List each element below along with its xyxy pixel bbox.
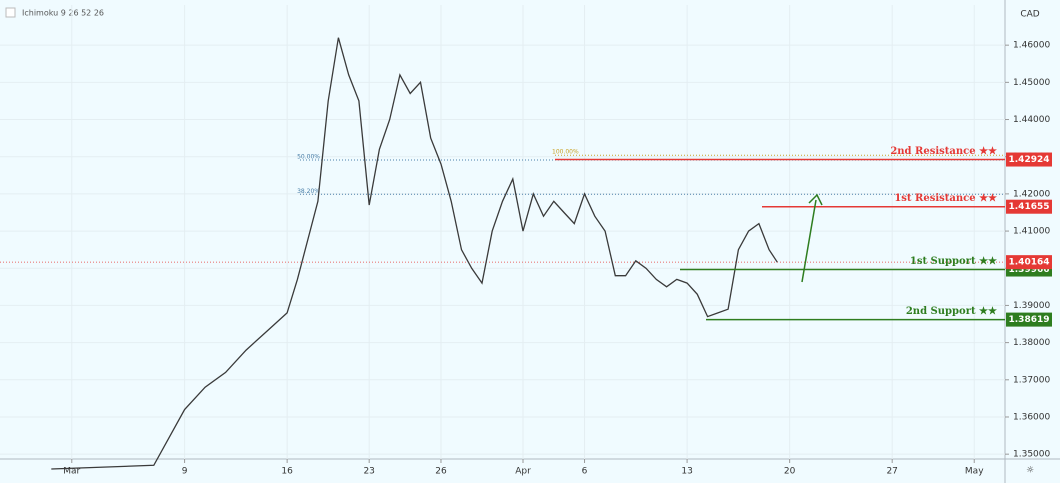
x-tick-label: Apr [515,467,531,477]
arrow-head [808,193,823,206]
current-price-label: 1.40164 [1009,258,1050,268]
projection-arrow [801,199,817,283]
y-tick-label: 1.44000 [1013,115,1050,125]
level-price-label: 1.41655 [1009,202,1050,212]
y-tick-label: 1.35000 [1013,450,1050,460]
fib-label: 100.00% [552,149,579,156]
fib-label: 50.00% [297,154,320,161]
level-price-box [1006,152,1052,167]
y-tick-label: 1.37000 [1013,375,1050,385]
level-name: 1st Resistance ★★ [894,193,997,204]
level-name: 1st Support ★★ [910,256,997,267]
y-tick-label: 1.38000 [1013,338,1050,348]
y-tick-label: 1.42000 [1013,189,1050,199]
x-tick-label: 27 [886,467,897,477]
settings-icon[interactable]: ☼ [1026,466,1034,476]
level-name: 2nd Resistance ★★ [890,146,997,157]
level-price-box [1006,199,1052,214]
x-tick-label: 23 [363,467,374,477]
x-tick-label: 6 [582,467,588,477]
x-tick-label: 13 [681,467,692,477]
current-price-box [1006,255,1052,270]
x-tick-label: May [965,467,984,477]
level-price-label: 1.38619 [1009,315,1050,325]
y-tick-label: 1.45000 [1013,78,1050,88]
x-tick-label: 9 [182,467,188,477]
level-price-box [1006,312,1052,327]
level-price-label: 1.42924 [1009,155,1050,165]
x-tick-label: Mar [63,467,80,477]
price-line [51,37,778,470]
x-tick-label: 26 [435,467,447,477]
collapse-button[interactable] [5,7,16,18]
fib-label: 38.20% [297,188,320,195]
level-name: 2nd Support ★★ [906,306,997,317]
currency-label: CAD [1020,10,1039,20]
indicator-label: Ichimoku 9 26 52 26 [22,9,104,18]
x-tick-label: 20 [784,467,796,477]
level-price-label: 1.39966 [1009,265,1050,275]
x-tick-label: 16 [281,467,293,477]
y-tick-label: 1.46000 [1013,41,1050,51]
y-tick-label: 1.41000 [1013,227,1050,237]
y-tick-label: 1.36000 [1013,412,1050,422]
y-tick-label: 1.39000 [1013,301,1050,311]
